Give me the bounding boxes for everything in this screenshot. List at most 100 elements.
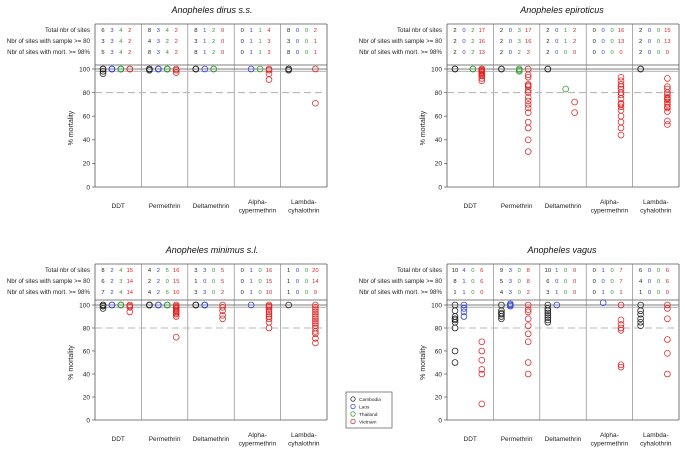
data-point-cambodia bbox=[99, 302, 107, 310]
data-point-vietnam bbox=[664, 336, 671, 343]
data-point-cambodia bbox=[451, 307, 459, 315]
x-category-label: cypermethrin bbox=[239, 208, 277, 215]
data-point-thailand bbox=[469, 65, 477, 73]
data-point-vietnam bbox=[172, 310, 180, 318]
data-point-vietnam bbox=[617, 107, 625, 114]
x-category-label: Deltamethrin bbox=[193, 436, 230, 443]
count-value: 0 bbox=[509, 50, 512, 56]
y-tick-label: 40 bbox=[435, 137, 443, 144]
data-point-vietnam bbox=[524, 101, 532, 108]
count-value: 1 bbox=[619, 290, 622, 296]
data-point-vietnam bbox=[524, 124, 532, 132]
y-tick-label: 0 bbox=[438, 184, 442, 191]
count-value: 0 bbox=[666, 50, 669, 56]
count-value: 1 bbox=[258, 50, 261, 56]
data-point-laos bbox=[201, 301, 209, 309]
count-value: 3 bbox=[101, 39, 104, 45]
count-value: 2 bbox=[453, 50, 456, 56]
y-tick-label: 0 bbox=[86, 184, 90, 191]
count-value: 3 bbox=[110, 39, 113, 45]
legend-box bbox=[345, 391, 393, 429]
count-value: 6 bbox=[546, 279, 549, 285]
y-tick-label: 100 bbox=[431, 302, 442, 309]
count-value: 1 bbox=[564, 39, 567, 45]
data-point-vietnam bbox=[478, 68, 486, 75]
data-point-cambodia bbox=[544, 318, 552, 326]
y-tick-label: 80 bbox=[83, 90, 91, 97]
count-value: 2 bbox=[157, 290, 160, 296]
data-point-vietnam bbox=[664, 95, 671, 102]
x-category-label: Permethrin bbox=[149, 436, 181, 443]
count-row-label: Nbr of sites with sample >= 80 bbox=[7, 278, 91, 285]
y-tick-label: 40 bbox=[83, 371, 91, 378]
x-category-label: Alpha- bbox=[248, 432, 267, 439]
count-value: 0 bbox=[212, 279, 215, 285]
legend-label: Laos bbox=[359, 405, 370, 411]
count-value: 2 bbox=[157, 268, 160, 274]
count-value: 2 bbox=[314, 28, 317, 34]
count-value: 1 bbox=[602, 268, 605, 274]
count-value: 2 bbox=[518, 50, 521, 56]
count-value: 1 bbox=[203, 28, 206, 34]
count-value: 0 bbox=[657, 50, 660, 56]
count-value: 5 bbox=[500, 279, 503, 285]
count-value: 0 bbox=[610, 28, 613, 34]
data-point-vietnam bbox=[617, 103, 625, 111]
count-value: 2 bbox=[527, 290, 530, 296]
data-point-vietnam bbox=[524, 97, 532, 105]
count-value: 3 bbox=[157, 50, 160, 56]
data-point-vietnam bbox=[524, 82, 532, 89]
y-axis-label: % mortality bbox=[68, 345, 75, 380]
count-value: 9 bbox=[314, 290, 317, 296]
x-category-label: DDT bbox=[112, 203, 125, 210]
data-point-vietnam bbox=[617, 83, 625, 90]
count-value: 4 bbox=[119, 39, 123, 45]
data-point-vietnam bbox=[524, 73, 532, 81]
count-value: 16 bbox=[479, 39, 485, 45]
count-value: 3 bbox=[157, 39, 160, 45]
count-value: 2 bbox=[639, 28, 642, 34]
data-point-vietnam bbox=[617, 324, 625, 332]
count-value: 0 bbox=[648, 28, 651, 34]
data-point-laos bbox=[460, 301, 468, 309]
x-category-label: cyhalothrin bbox=[288, 208, 320, 215]
data-point-vietnam bbox=[524, 104, 532, 112]
x-category-label: cyhalothrin bbox=[288, 441, 320, 448]
count-value: 0 bbox=[564, 279, 567, 285]
count-value: 1 bbox=[602, 290, 605, 296]
x-category-label: Deltamethrin bbox=[193, 203, 230, 210]
count-value: 0 bbox=[241, 50, 244, 56]
count-value: 0 bbox=[296, 268, 299, 274]
count-value: 1 bbox=[250, 28, 253, 34]
data-point-laos bbox=[247, 301, 255, 309]
count-row-label: Nbr of sites with mort. >= 98% bbox=[7, 49, 90, 56]
count-value: 3 bbox=[509, 279, 512, 285]
data-point-vietnam bbox=[312, 304, 319, 311]
count-value: 0 bbox=[573, 279, 576, 285]
count-value: 3 bbox=[110, 50, 113, 56]
count-value: 0 bbox=[518, 268, 521, 274]
count-value: 2 bbox=[500, 28, 503, 34]
data-point-cambodia bbox=[544, 316, 552, 324]
data-point-vietnam bbox=[617, 101, 625, 108]
count-value: 1 bbox=[287, 268, 290, 274]
count-value: 4 bbox=[148, 290, 152, 296]
data-point-vietnam bbox=[265, 66, 273, 74]
data-point-vietnam bbox=[664, 103, 671, 111]
count-value: 3 bbox=[203, 268, 206, 274]
x-category-label: Permethrin bbox=[501, 436, 533, 443]
count-value: 8 bbox=[527, 279, 530, 285]
data-point-cambodia bbox=[99, 70, 107, 77]
data-point-vietnam bbox=[219, 312, 226, 319]
count-value: 15 bbox=[664, 28, 670, 34]
count-value: 2 bbox=[128, 50, 131, 56]
legend-label: Thailand bbox=[359, 412, 378, 418]
data-point-vietnam bbox=[312, 328, 319, 335]
data-point-vietnam bbox=[524, 71, 532, 79]
data-point-cambodia bbox=[637, 307, 644, 315]
count-value: 6 bbox=[480, 279, 483, 285]
data-point-laos bbox=[108, 65, 116, 73]
data-point-vietnam bbox=[617, 327, 625, 334]
count-value: 0 bbox=[602, 28, 605, 34]
count-value: 0 bbox=[305, 279, 308, 285]
